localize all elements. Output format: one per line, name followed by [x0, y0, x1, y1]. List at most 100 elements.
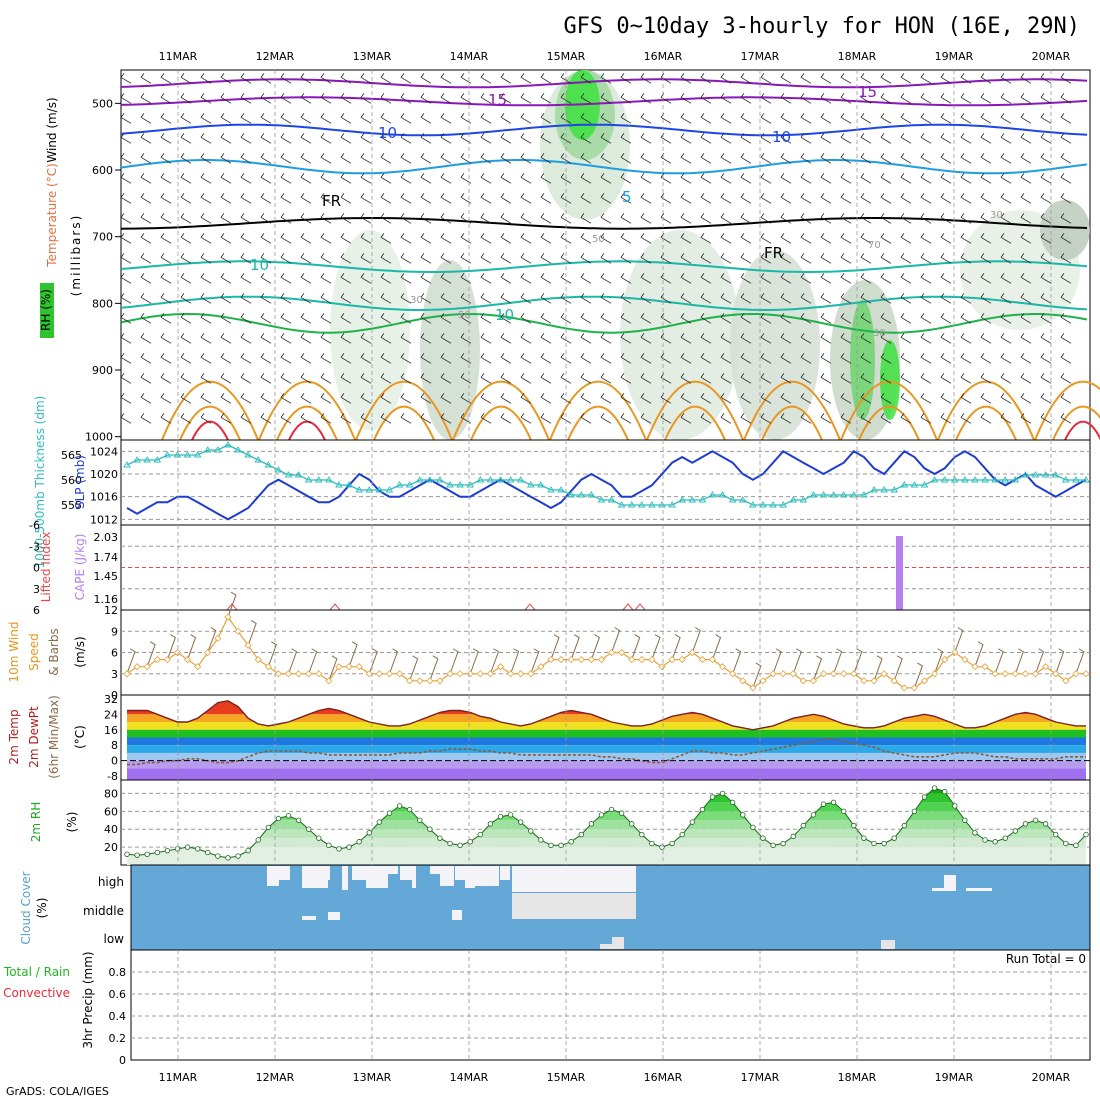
wind-barb: [920, 113, 932, 124]
li-marker: [634, 603, 646, 611]
wind-barb: [340, 73, 352, 84]
wind-barb: [700, 313, 712, 324]
wind-barb: [260, 353, 272, 364]
wind10-barb: [671, 634, 681, 660]
wind10-barb: [530, 648, 540, 674]
wind-barb: [180, 413, 192, 424]
wind-barb: [140, 113, 152, 124]
isotherm-red: [288, 420, 326, 441]
li-marker: [524, 603, 536, 611]
wind-barb: [980, 133, 992, 144]
wind-barb: [740, 213, 752, 224]
wind-barb: [380, 373, 392, 384]
wind10-point: [920, 677, 929, 685]
wind-barb: [1020, 113, 1032, 124]
wind-barb: [820, 333, 832, 344]
wind-barb: [380, 193, 392, 204]
wind-barb: [320, 193, 332, 204]
wind-barb: [540, 133, 552, 144]
thickness-point: [809, 491, 818, 498]
wind-barb: [860, 393, 872, 404]
wind-barb: [300, 193, 312, 204]
wind-barb: [240, 413, 252, 424]
wind-barb: [800, 333, 812, 344]
thickness-point: [254, 456, 263, 463]
wind10-point: [274, 670, 282, 678]
wind-barb: [500, 353, 512, 364]
thickness-point: [638, 501, 646, 508]
wind10-point: [406, 677, 414, 685]
wind-barb: [780, 293, 792, 304]
temp-band: [127, 729, 1086, 738]
wind-barb: [520, 293, 532, 304]
wind10-barb: [207, 627, 217, 653]
wind10-barb: [853, 648, 863, 674]
cloud-high-block: [966, 888, 992, 891]
wind-barb: [440, 173, 452, 184]
slp-thickness-panel: 1024 1020 1016 1012 565 560 555: [61, 439, 1091, 526]
wind-barb: [520, 413, 532, 424]
wind-barb: [140, 153, 152, 164]
wind-barb: [880, 233, 892, 244]
wind-barb: [720, 133, 732, 144]
wind-barb: [940, 373, 952, 384]
wind-barb: [320, 233, 332, 244]
wind-barb: [360, 313, 372, 324]
wind-barb: [540, 373, 552, 384]
thickness-axis-label: 1000-500mb Thickness (dm): [33, 396, 47, 569]
wind-barb: [1000, 413, 1012, 424]
wind10-point: [123, 670, 131, 678]
thickness-point: [1062, 476, 1070, 483]
wind10-point: [1011, 670, 1019, 678]
wind-barb: [860, 93, 872, 104]
wind-barb: [600, 153, 612, 164]
thickness-point: [415, 476, 424, 483]
wind10-point: [537, 663, 545, 671]
wind-barb: [820, 193, 832, 204]
wind-barb: [780, 73, 792, 84]
wind-barb: [200, 333, 212, 344]
wind-barb: [860, 373, 872, 384]
li-tick-label: -3: [29, 540, 40, 553]
wind-barb: [1060, 173, 1072, 184]
wind-barb: [960, 253, 972, 264]
wind-barb: [560, 313, 572, 324]
wind10-point: [749, 684, 757, 692]
wind-barb: [540, 253, 552, 264]
cloud-mid-block: [328, 912, 340, 920]
wind-barb: [520, 393, 532, 404]
wind-barb: [120, 153, 132, 164]
wind-barb: [540, 413, 552, 424]
wind-barb: [920, 133, 932, 144]
wind-barb: [1020, 353, 1032, 364]
rh2m-point: [841, 808, 847, 815]
wind-barb: [1060, 333, 1072, 344]
wind-barb: [820, 393, 832, 404]
thickness-point: [294, 471, 303, 478]
wind-barb: [880, 73, 892, 84]
wind-barb: [540, 193, 552, 204]
wind-barb: [520, 373, 532, 384]
wind-barb: [380, 273, 392, 284]
wind10-point: [931, 670, 939, 678]
wind10-point: [739, 677, 747, 685]
wind10-point: [678, 656, 686, 664]
wind-barb: [220, 333, 232, 344]
wind-barb: [260, 373, 272, 384]
rh2m-point: [931, 785, 938, 791]
isotherm-blue: [120, 123, 1088, 137]
wind-barb: [860, 413, 872, 424]
wind-barb: [600, 333, 612, 344]
rh2m-point: [336, 846, 342, 852]
wind-barb: [560, 333, 572, 344]
wind-barb: [440, 233, 452, 244]
wind10-barb: [1055, 648, 1065, 674]
wind-barb: [1040, 233, 1052, 244]
date-label-top: 11MAR: [159, 50, 198, 63]
thickness-point: [133, 456, 141, 463]
thickness-point: [537, 481, 545, 488]
wind-barb: [520, 93, 532, 104]
wind-barb: [300, 373, 312, 384]
wind-barb: [320, 333, 332, 344]
wind10-barb: [388, 648, 399, 674]
